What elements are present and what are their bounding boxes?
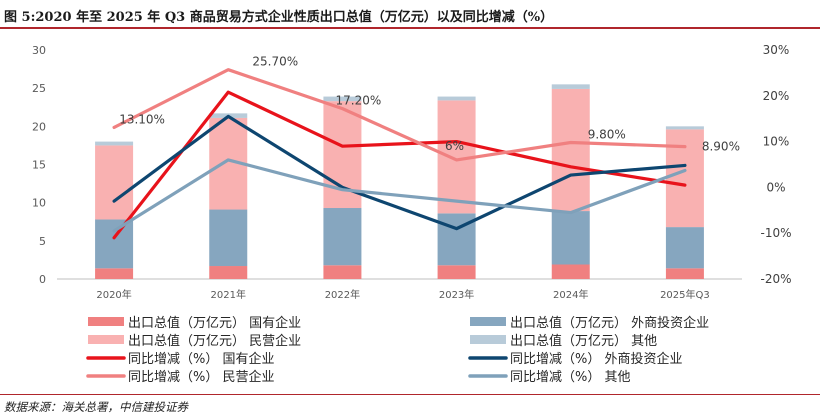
- footer-divider: [0, 394, 820, 395]
- legend-label: 出口总值（万亿元） 外商投资企业: [510, 315, 709, 331]
- legend-label: 出口总值（万亿元） 民营企业: [128, 333, 301, 349]
- legend-swatch: [470, 335, 506, 344]
- left-axis-tick-label: 0: [39, 273, 46, 286]
- bar-segment: [551, 88, 590, 212]
- bar-segment: [437, 96, 476, 101]
- data-label: 17.20%: [336, 94, 382, 108]
- bar-segment: [437, 265, 476, 279]
- bar-segment: [551, 211, 590, 265]
- bar-segment: [665, 126, 704, 130]
- x-axis-category-label: 2020年: [96, 288, 131, 301]
- series-line: [112, 68, 687, 162]
- bar-segment: [551, 264, 590, 279]
- bar-segment: [95, 145, 134, 220]
- legend-label: 同比增减（%） 外商投资企业: [510, 351, 683, 367]
- legend-swatch: [470, 317, 506, 326]
- left-axis-tick-label: 30: [32, 44, 46, 57]
- data-label: 6%: [445, 139, 464, 153]
- legend-label: 出口总值（万亿元） 其他: [510, 333, 657, 349]
- export-chart: 0 5 10 15 20 25 30 -20% -10% 0% 10% 20% 30% 2020年 2021…: [32, 43, 792, 385]
- left-axis-tick-label: 25: [32, 82, 46, 95]
- right-axis-tick-label: -20%: [760, 272, 791, 286]
- left-axis-tick-label: 5: [39, 235, 46, 248]
- bar-segment: [95, 141, 134, 146]
- data-label: 13.10%: [119, 112, 165, 126]
- bar-segment: [323, 265, 362, 279]
- right-axis-tick-label: 0%: [766, 180, 785, 194]
- legend-label: 出口总值（万亿元） 国有企业: [128, 315, 301, 331]
- data-label: 8.90%: [702, 140, 740, 154]
- x-axis-category-label: 2024年: [553, 288, 588, 301]
- bar-segment: [95, 268, 134, 279]
- series-line: [112, 114, 687, 231]
- bar-segment: [95, 219, 134, 269]
- figure-title: 图 5:2020 年至 2025 年 Q3 商品贸易方式企业性质出口总值（万亿元…: [4, 10, 554, 25]
- data-label: 25.70%: [252, 55, 298, 69]
- legend-label: 同比增减（%） 国有企业: [128, 351, 275, 367]
- left-axis-tick-label: 20: [32, 120, 46, 133]
- legend-label: 同比增减（%） 民营企业: [128, 369, 275, 385]
- right-axis-tick-label: 10%: [763, 135, 790, 149]
- left-axis-tick-label: 15: [32, 159, 46, 172]
- series-line: [112, 158, 687, 233]
- bar-segment: [665, 268, 704, 279]
- figure-header: 图 5:2020 年至 2025 年 Q3 商品贸易方式企业性质出口总值（万亿元…: [0, 0, 820, 30]
- right-axis-tick-label: 20%: [763, 89, 790, 103]
- legend-swatch: [88, 335, 124, 344]
- right-axis-tick-label: -10%: [760, 226, 791, 240]
- bar-segment: [209, 266, 248, 279]
- legend-swatch: [88, 317, 124, 326]
- x-axis-category-label: 2023年: [439, 288, 474, 301]
- bar-segment: [551, 84, 590, 89]
- data-label: 9.80%: [588, 128, 626, 142]
- bar-segment: [323, 96, 362, 102]
- bar-segment: [209, 209, 248, 267]
- x-axis-category-label: 2022年: [325, 288, 360, 301]
- legend-label: 同比增减（%） 其他: [510, 370, 631, 385]
- right-axis-tick-label: 30%: [763, 43, 790, 57]
- x-axis-category-label: 2025年Q3: [660, 288, 710, 301]
- bar-segment: [665, 227, 704, 269]
- source-note: 数据来源：海关总署，中信建投证券: [4, 400, 188, 414]
- series-line: [112, 90, 687, 240]
- left-axis-tick-label: 10: [32, 197, 46, 210]
- x-axis-category-label: 2021年: [211, 288, 246, 301]
- bar-segment: [665, 129, 704, 228]
- title-divider: [0, 27, 820, 29]
- bar-segment: [323, 208, 362, 266]
